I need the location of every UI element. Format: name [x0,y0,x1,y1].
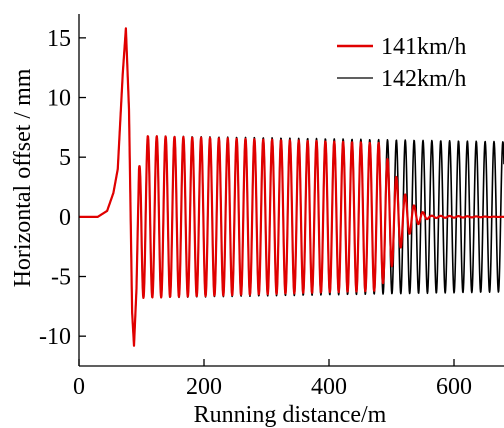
x-tick-label: 400 [311,374,347,400]
x-tick-label: 600 [436,374,472,400]
x-axis-label: Running distance/m [194,402,387,428]
series-layer [78,27,504,347]
y-axis-ticks: 15 10 5 0 -5 -10 [39,26,86,350]
legend-label-142kmh: 142km/h [381,66,466,92]
y-axis-label: Horizontal offset / mm [10,68,36,287]
series-line-141kmh [78,27,504,347]
x-tick-label: 0 [73,374,85,400]
legend: 141km/h 142km/h [337,34,466,92]
plot-area: 15 10 5 0 -5 -10 0 200 400 600 [39,14,504,400]
legend-label-141kmh: 141km/h [381,34,466,60]
x-axis-ticks: 0 200 400 600 [73,359,472,400]
y-tick-label: 5 [59,145,71,171]
y-tick-label: 10 [47,86,71,112]
x-tick-label: 200 [186,374,222,400]
y-tick-label: -10 [39,324,71,350]
y-tick-label: 0 [59,205,71,231]
y-tick-label: 15 [47,26,71,52]
y-tick-label: -5 [51,265,71,291]
